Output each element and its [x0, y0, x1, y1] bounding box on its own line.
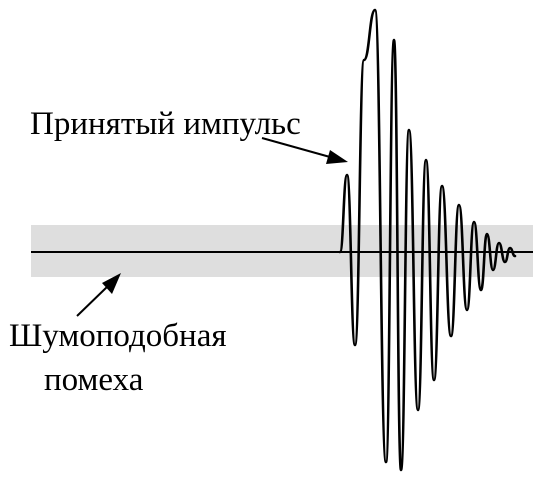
noise-label-line2: помеха — [44, 362, 144, 398]
noise-label-line1: Шумоподобная — [9, 318, 227, 354]
pulse-arrow — [261, 137, 348, 164]
received-pulse-waveform — [338, 8, 517, 472]
noise-arrow — [76, 273, 121, 317]
received-pulse-label: Принятый импульс — [30, 106, 301, 142]
